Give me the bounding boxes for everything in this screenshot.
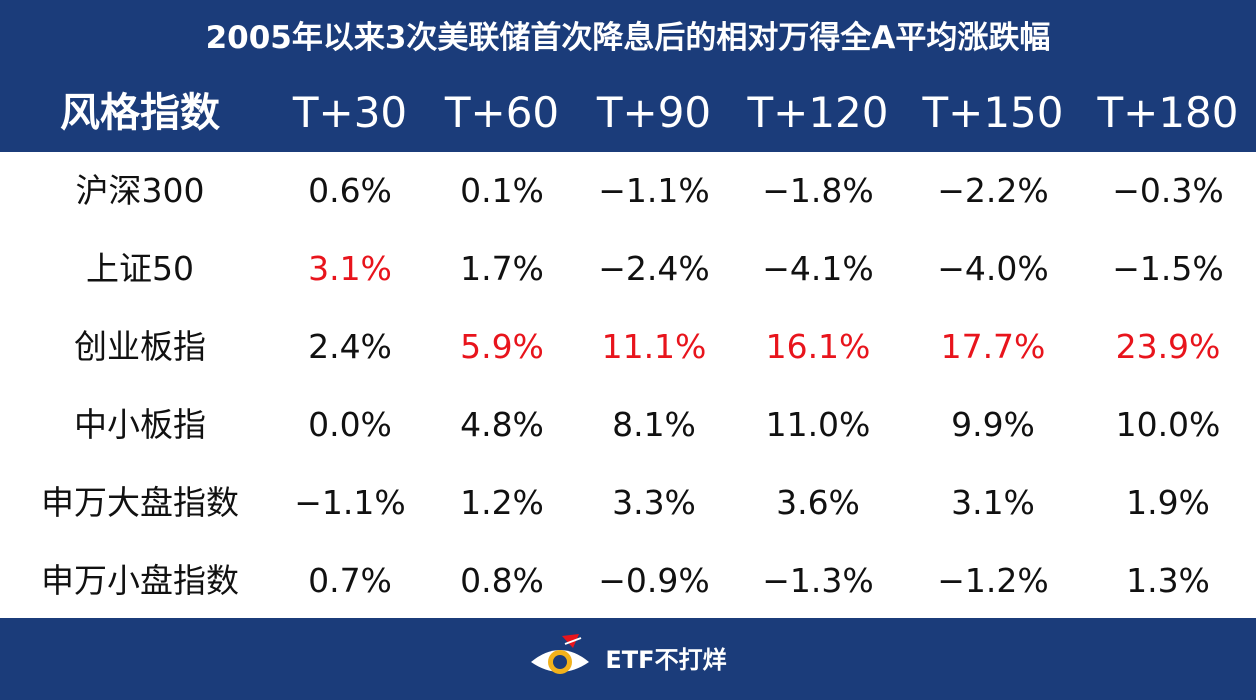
table-cell: 23.9% — [1115, 327, 1221, 366]
table-cell: 0.0% — [308, 405, 392, 444]
brand-name: ETF不打烊 — [605, 645, 727, 674]
table-cell: 3.3% — [612, 483, 696, 522]
column-header-style-index: 风格指数 — [60, 90, 220, 136]
table-cell: 0.8% — [460, 561, 544, 600]
table-cell: 4.8% — [460, 405, 544, 444]
table-cell: 11.0% — [765, 405, 871, 444]
table-cell: −1.1% — [294, 483, 406, 522]
row-label: 申万大盘指数 — [41, 483, 239, 522]
table-cell: 9.9% — [951, 405, 1035, 444]
row-label: 申万小盘指数 — [41, 561, 239, 600]
table-cell: 16.1% — [765, 327, 871, 366]
table-cell: −4.1% — [762, 249, 874, 288]
table-cell: −0.3% — [1112, 171, 1224, 210]
table-cell: −1.3% — [762, 561, 874, 600]
table-row: 沪深300 0.6% 0.1% −1.1% −1.8% −2.2% −0.3% — [0, 152, 1256, 230]
column-header-t180: T+180 — [1097, 88, 1239, 137]
row-label: 创业板指 — [74, 327, 206, 366]
table-cell: −0.9% — [598, 561, 710, 600]
table-cell: −4.0% — [937, 249, 1049, 288]
table-cell: 0.1% — [460, 171, 544, 210]
page-title: 2005年以来3次美联储首次降息后的相对万得全A平均涨跌幅 — [205, 20, 1051, 56]
table-cell: 1.9% — [1126, 483, 1210, 522]
row-label: 沪深300 — [75, 171, 205, 210]
header-band: 2005年以来3次美联储首次降息后的相对万得全A平均涨跌幅 风格指数 T+30 … — [0, 0, 1256, 152]
table-cell: 8.1% — [612, 405, 696, 444]
column-header-t120: T+120 — [747, 88, 889, 137]
table-cell: −1.1% — [598, 171, 710, 210]
table-row: 上证50 3.1% 1.7% −2.4% −4.1% −4.0% −1.5% — [0, 230, 1256, 308]
table-row: 申万大盘指数 −1.1% 1.2% 3.3% 3.6% 3.1% 1.9% — [0, 464, 1256, 542]
column-header-t60: T+60 — [444, 88, 560, 137]
row-label: 中小板指 — [74, 405, 206, 444]
brand: ETF不打烊 — [0, 618, 1256, 696]
table-cell: 5.9% — [460, 327, 544, 366]
table-header-row: 风格指数 T+30 T+60 T+90 T+120 T+150 T+180 — [0, 74, 1256, 152]
table-cell: −1.2% — [937, 561, 1049, 600]
table-cell: 11.1% — [601, 327, 707, 366]
table-cell: 1.3% — [1126, 561, 1210, 600]
table-cell: 3.1% — [308, 249, 392, 288]
eye-logo-icon — [531, 634, 590, 674]
table-row: 中小板指 0.0% 4.8% 8.1% 11.0% 9.9% 10.0% — [0, 386, 1256, 464]
table-cell: −1.8% — [762, 171, 874, 210]
footer-band: ETF不打烊 — [0, 618, 1256, 700]
table-cell: −1.5% — [1112, 249, 1224, 288]
table-cell: 3.1% — [951, 483, 1035, 522]
table-cell: 1.2% — [460, 483, 544, 522]
table-cell: 1.7% — [460, 249, 544, 288]
table-cell: 0.7% — [308, 561, 392, 600]
table-cell: 10.0% — [1115, 405, 1221, 444]
table-cell: −2.4% — [598, 249, 710, 288]
column-header-t150: T+150 — [922, 88, 1064, 137]
column-header-t30: T+30 — [292, 88, 408, 137]
row-label: 上证50 — [86, 249, 194, 288]
table-cell: −2.2% — [937, 171, 1049, 210]
table-cell: 3.6% — [776, 483, 860, 522]
column-header-t90: T+90 — [596, 88, 712, 137]
table-cell: 0.6% — [308, 171, 392, 210]
table-row: 创业板指 2.4% 5.9% 11.1% 16.1% 17.7% 23.9% — [0, 308, 1256, 386]
table-cell: 17.7% — [940, 327, 1046, 366]
table-row: 申万小盘指数 0.7% 0.8% −0.9% −1.3% −1.2% 1.3% — [0, 542, 1256, 620]
table-cell: 2.4% — [308, 327, 392, 366]
